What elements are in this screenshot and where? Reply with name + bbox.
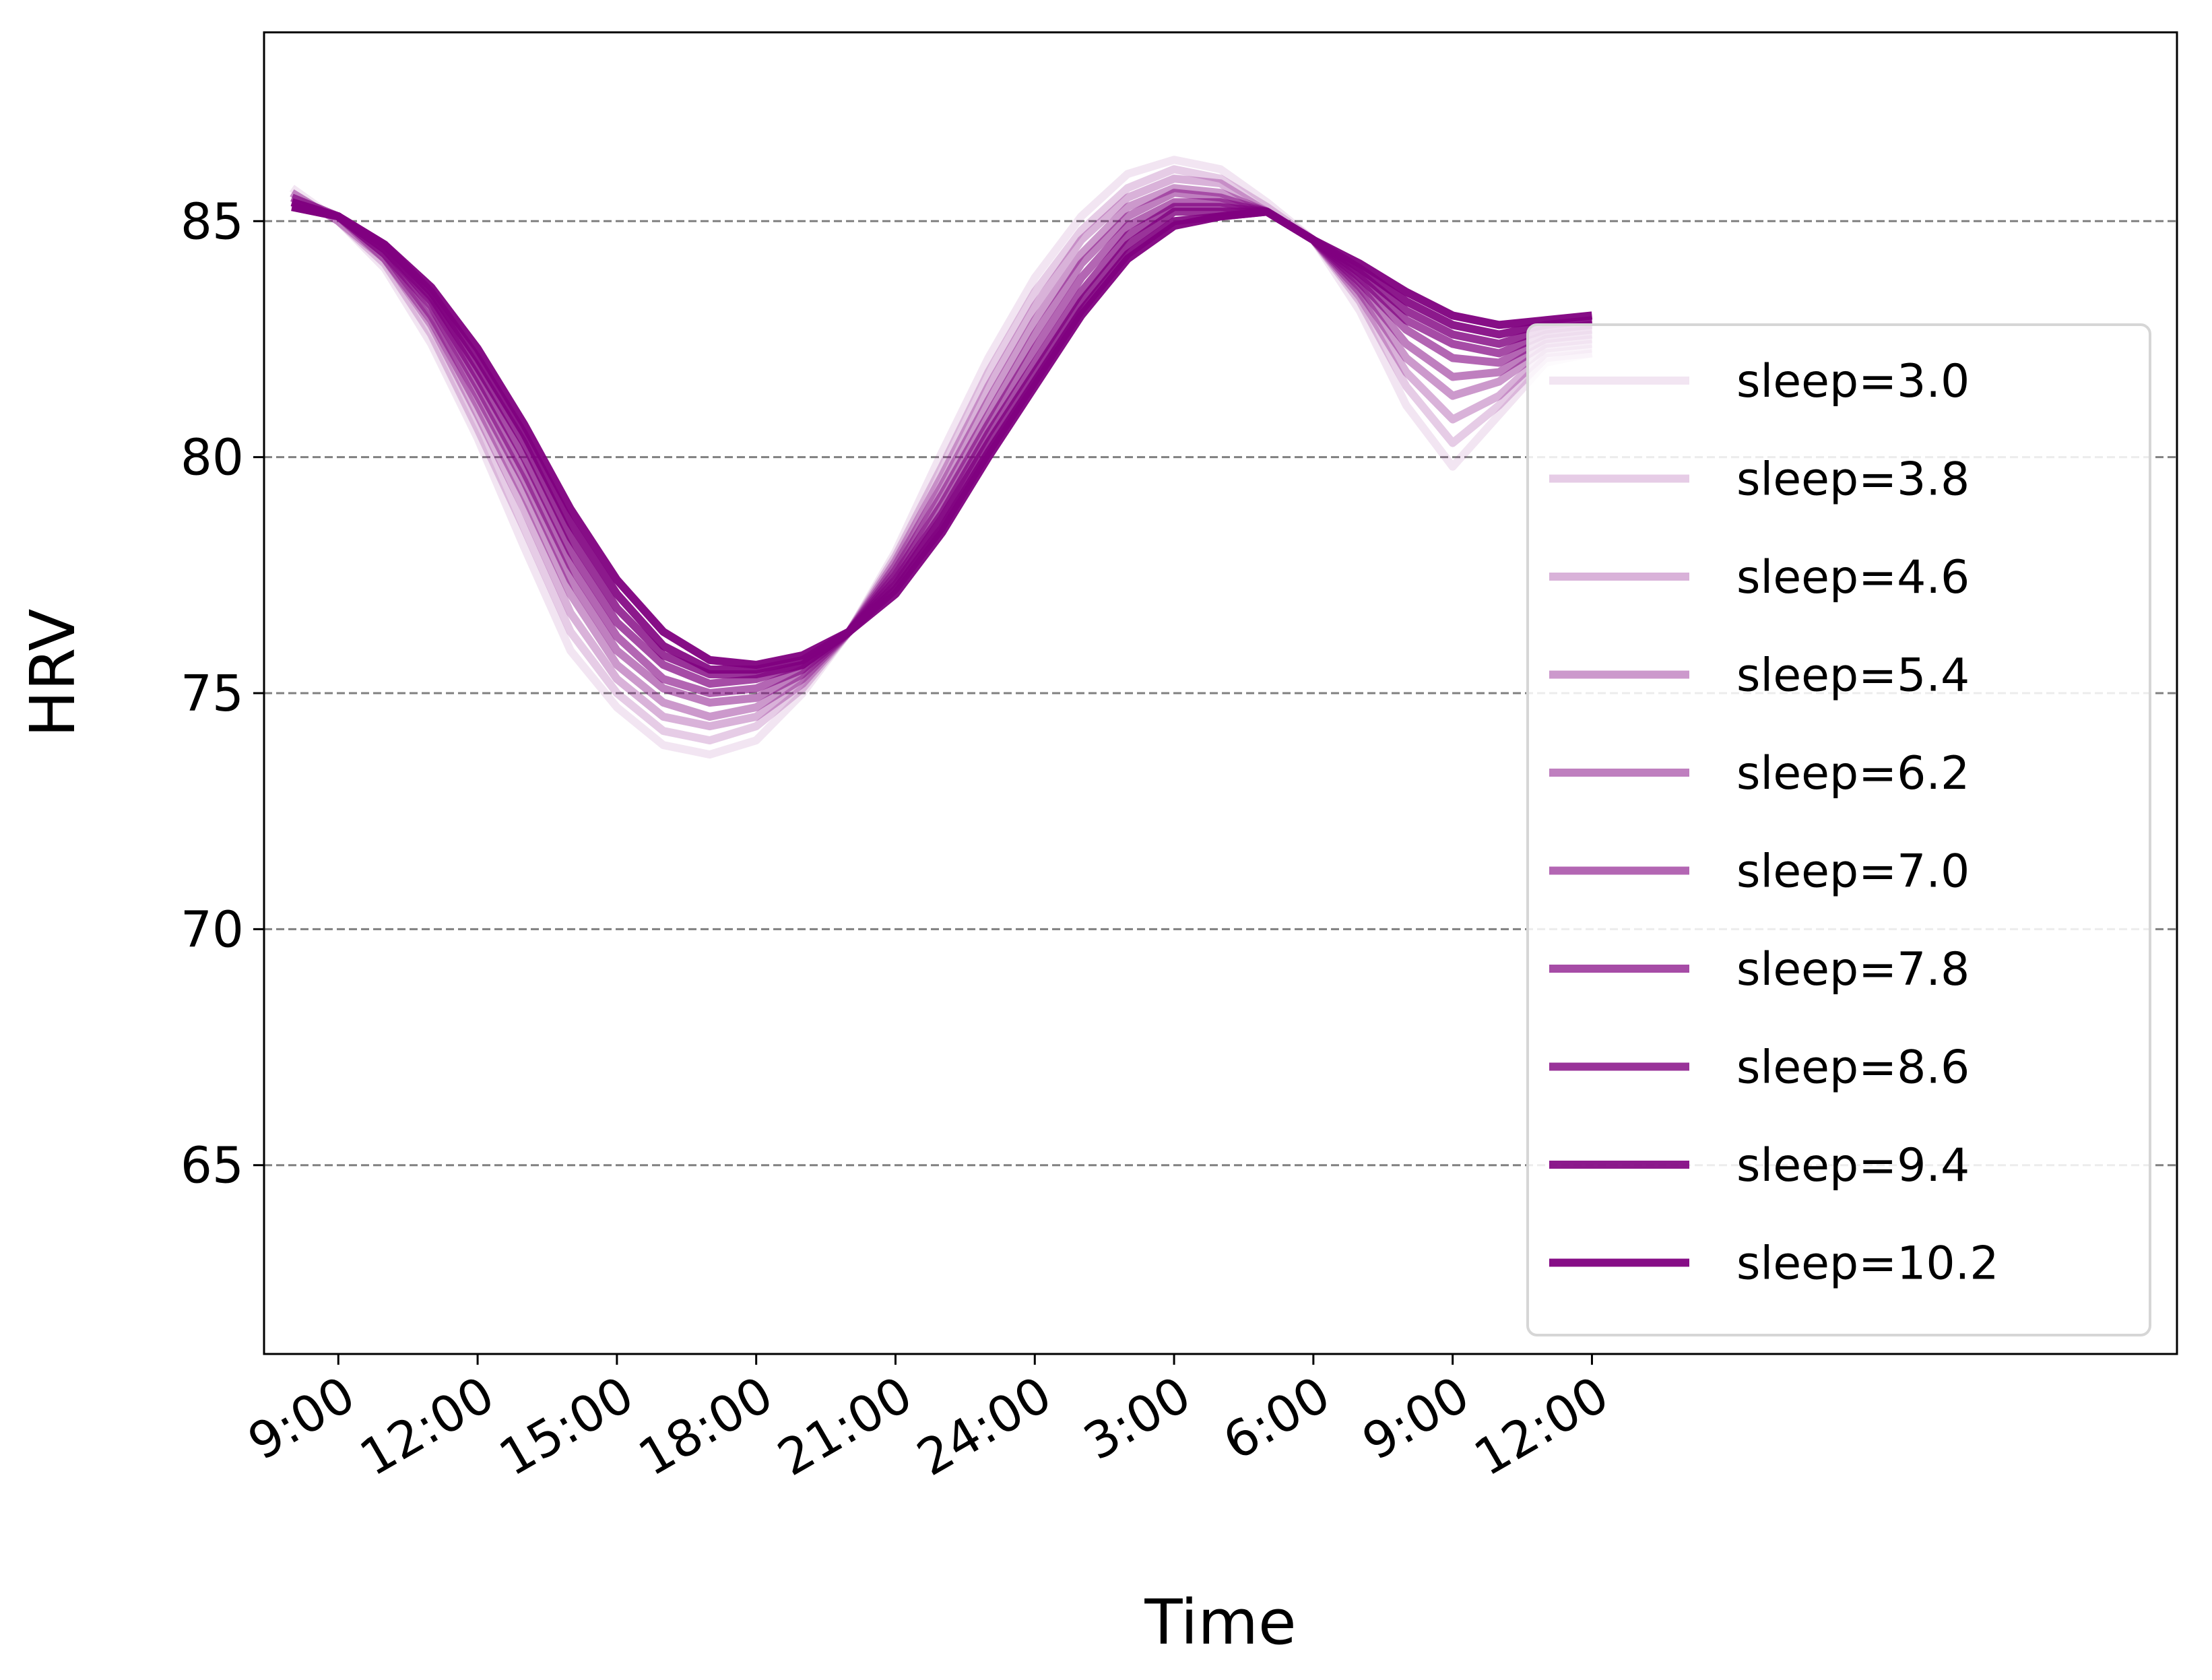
y-axis: 65 70 75 80 85 xyxy=(181,193,264,1195)
legend-label: sleep=3.8 xyxy=(1736,453,1970,507)
legend-label: sleep=7.0 xyxy=(1736,845,1970,899)
y-tick-label: 75 xyxy=(181,665,244,723)
legend-label: sleep=3.0 xyxy=(1736,355,1970,408)
legend-label: sleep=4.6 xyxy=(1736,551,1970,604)
legend-label: sleep=8.6 xyxy=(1736,1041,1970,1095)
series-line-sleep-4-6 xyxy=(290,174,1593,731)
series-line-sleep-6-2 xyxy=(290,189,1593,707)
legend: sleep=3.0 sleep=3.8 sleep=4.6 sleep=5.4 slee… xyxy=(1526,323,2151,1336)
series-line-sleep-3-0 xyxy=(289,156,1593,759)
series-line-sleep-10-2 xyxy=(291,203,1593,669)
legend-box xyxy=(1526,323,2151,1336)
y-tick-label: 80 xyxy=(181,429,244,487)
y-tick-label: 70 xyxy=(181,901,244,959)
legend-label: sleep=10.2 xyxy=(1736,1237,1999,1291)
y-axis-title: HRV xyxy=(17,608,89,737)
legend-label: sleep=9.4 xyxy=(1736,1139,1970,1192)
series-lines xyxy=(289,156,1593,759)
series-line-sleep-7-0 xyxy=(290,198,1593,697)
x-axis-title: Time xyxy=(1144,1586,1296,1658)
y-tick-label: 65 xyxy=(181,1137,244,1195)
series-line-sleep-3-8 xyxy=(290,165,1593,745)
series-line-sleep-8-6 xyxy=(290,198,1593,678)
legend-label: sleep=7.8 xyxy=(1736,943,1970,996)
legend-label: sleep=6.2 xyxy=(1736,747,1970,800)
legend-label: sleep=5.4 xyxy=(1736,649,1970,703)
y-tick-label: 85 xyxy=(181,193,244,251)
series-line-sleep-5-4 xyxy=(290,184,1593,721)
